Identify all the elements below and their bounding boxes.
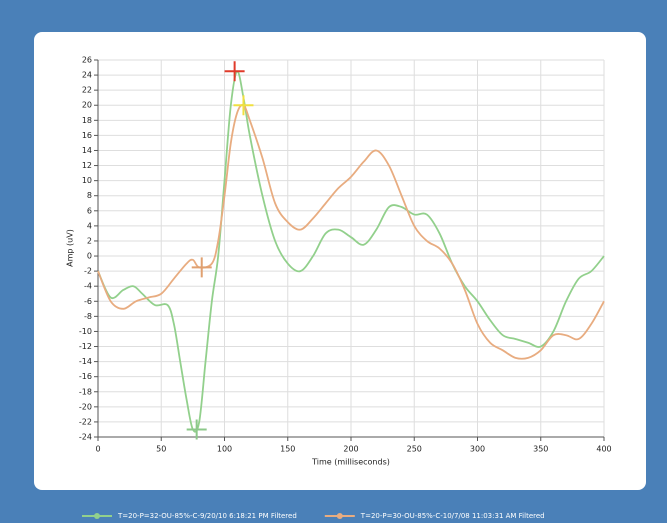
legend-label: T=20-P=32-OU-85%-C-9/20/10 6:18:21 PM Fi… xyxy=(117,512,297,520)
y-tick-label: -14 xyxy=(79,357,92,366)
y-tick-label: -24 xyxy=(79,433,92,442)
y-tick-label: 10 xyxy=(82,176,92,185)
y-tick-label: -10 xyxy=(79,327,92,336)
cursor-marker xyxy=(224,61,245,82)
legend-marker xyxy=(94,513,100,519)
y-tick-label: -4 xyxy=(84,282,92,291)
legend-label: T=20-P=30-OU-85%-C-10/7/08 11:03:31 AM F… xyxy=(360,512,545,520)
y-tick-label: -20 xyxy=(79,402,92,411)
y-tick-label: 26 xyxy=(82,56,92,65)
y-axis-label: Amp (uV) xyxy=(66,229,75,267)
x-tick-label: 300 xyxy=(470,445,485,454)
y-tick-label: -2 xyxy=(84,267,92,276)
x-tick-label: 250 xyxy=(407,445,422,454)
y-tick-label: -8 xyxy=(84,312,92,321)
y-tick-label: 6 xyxy=(87,206,92,215)
y-tick-label: 24 xyxy=(82,71,92,80)
y-tick-label: 12 xyxy=(82,161,92,170)
y-tick-label: 2 xyxy=(87,236,92,245)
y-tick-label: 22 xyxy=(82,86,92,95)
cursor-marker xyxy=(233,95,254,116)
y-tick-label: 14 xyxy=(82,146,92,155)
y-tick-label: 16 xyxy=(82,131,92,140)
cursor-marker xyxy=(186,419,207,440)
y-tick-label: -6 xyxy=(84,297,92,306)
x-tick-label: 150 xyxy=(280,445,295,454)
y-tick-label: -16 xyxy=(79,372,92,381)
y-tick-label: 0 xyxy=(87,252,92,261)
x-tick-label: 0 xyxy=(95,445,100,454)
x-tick-label: 400 xyxy=(596,445,611,454)
y-tick-label: -22 xyxy=(79,417,92,426)
cursor-marker xyxy=(191,257,212,278)
y-tick-label: 20 xyxy=(82,101,92,110)
x-tick-label: 350 xyxy=(533,445,548,454)
x-tick-label: 50 xyxy=(156,445,166,454)
y-tick-label: 8 xyxy=(87,191,92,200)
x-tick-label: 100 xyxy=(217,445,232,454)
x-tick-label: 200 xyxy=(343,445,358,454)
y-tick-label: 4 xyxy=(87,221,92,230)
y-tick-label: -18 xyxy=(79,387,92,396)
y-tick-label: -12 xyxy=(79,342,92,351)
series-line xyxy=(97,104,605,360)
chart-panel xyxy=(34,32,646,490)
x-axis-label: Time (milliseconds) xyxy=(311,458,390,467)
legend-marker xyxy=(336,513,343,519)
y-tick-label: 18 xyxy=(82,116,92,125)
series-line xyxy=(97,70,605,433)
